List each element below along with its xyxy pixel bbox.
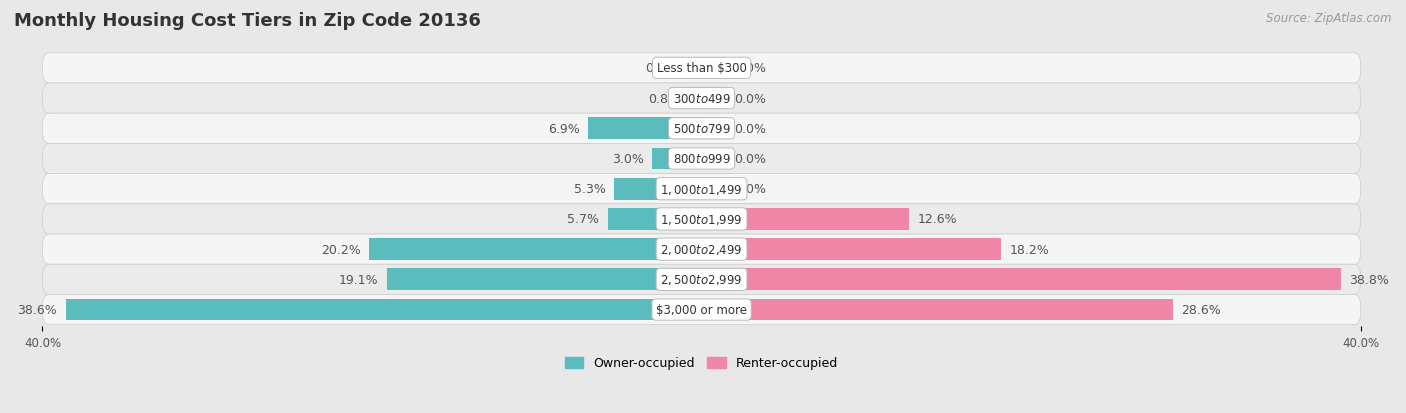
Text: 0.8%: 0.8%: [648, 93, 681, 105]
Bar: [702, 58, 727, 80]
FancyBboxPatch shape: [42, 204, 1361, 235]
Bar: [702, 299, 1173, 320]
Text: 0.0%: 0.0%: [734, 93, 766, 105]
Text: $1,500 to $1,999: $1,500 to $1,999: [661, 212, 742, 226]
Bar: [607, 209, 702, 230]
FancyBboxPatch shape: [42, 144, 1361, 174]
Bar: [702, 118, 727, 140]
FancyBboxPatch shape: [42, 84, 1361, 114]
Text: 0.0%: 0.0%: [734, 153, 766, 166]
FancyBboxPatch shape: [42, 114, 1361, 144]
Text: 20.2%: 20.2%: [321, 243, 360, 256]
Text: 18.2%: 18.2%: [1010, 243, 1049, 256]
FancyBboxPatch shape: [42, 265, 1361, 295]
Text: 12.6%: 12.6%: [918, 213, 957, 226]
Text: 0.0%: 0.0%: [734, 183, 766, 196]
Bar: [693, 58, 702, 80]
Bar: [614, 178, 702, 200]
Bar: [702, 269, 1341, 290]
FancyBboxPatch shape: [42, 295, 1361, 325]
Text: 0.0%: 0.0%: [734, 62, 766, 75]
FancyBboxPatch shape: [42, 235, 1361, 265]
Text: Less than $300: Less than $300: [657, 62, 747, 75]
Text: 19.1%: 19.1%: [339, 273, 378, 286]
Text: $2,000 to $2,499: $2,000 to $2,499: [661, 242, 742, 256]
Text: $300 to $499: $300 to $499: [672, 93, 731, 105]
Text: 5.7%: 5.7%: [568, 213, 599, 226]
Bar: [652, 148, 702, 170]
Bar: [702, 148, 727, 170]
Text: $500 to $799: $500 to $799: [672, 123, 731, 135]
FancyBboxPatch shape: [42, 174, 1361, 204]
Bar: [702, 88, 727, 110]
Bar: [702, 178, 727, 200]
Legend: Owner-occupied, Renter-occupied: Owner-occupied, Renter-occupied: [565, 356, 838, 370]
Bar: [702, 209, 910, 230]
Text: 38.8%: 38.8%: [1350, 273, 1389, 286]
Bar: [66, 299, 702, 320]
Text: Source: ZipAtlas.com: Source: ZipAtlas.com: [1267, 12, 1392, 25]
Text: 0.53%: 0.53%: [645, 62, 685, 75]
Bar: [368, 239, 702, 260]
Text: $800 to $999: $800 to $999: [672, 153, 731, 166]
Text: $2,500 to $2,999: $2,500 to $2,999: [661, 273, 742, 287]
Bar: [588, 118, 702, 140]
Text: $3,000 or more: $3,000 or more: [657, 303, 747, 316]
Bar: [689, 88, 702, 110]
Text: 3.0%: 3.0%: [612, 153, 644, 166]
FancyBboxPatch shape: [42, 54, 1361, 84]
Text: Monthly Housing Cost Tiers in Zip Code 20136: Monthly Housing Cost Tiers in Zip Code 2…: [14, 12, 481, 30]
Text: 38.6%: 38.6%: [17, 303, 58, 316]
Bar: [702, 239, 1001, 260]
Text: 5.3%: 5.3%: [574, 183, 606, 196]
Text: $1,000 to $1,499: $1,000 to $1,499: [661, 182, 742, 196]
Text: 0.0%: 0.0%: [734, 123, 766, 135]
Bar: [387, 269, 702, 290]
Text: 28.6%: 28.6%: [1181, 303, 1220, 316]
Text: 6.9%: 6.9%: [548, 123, 579, 135]
